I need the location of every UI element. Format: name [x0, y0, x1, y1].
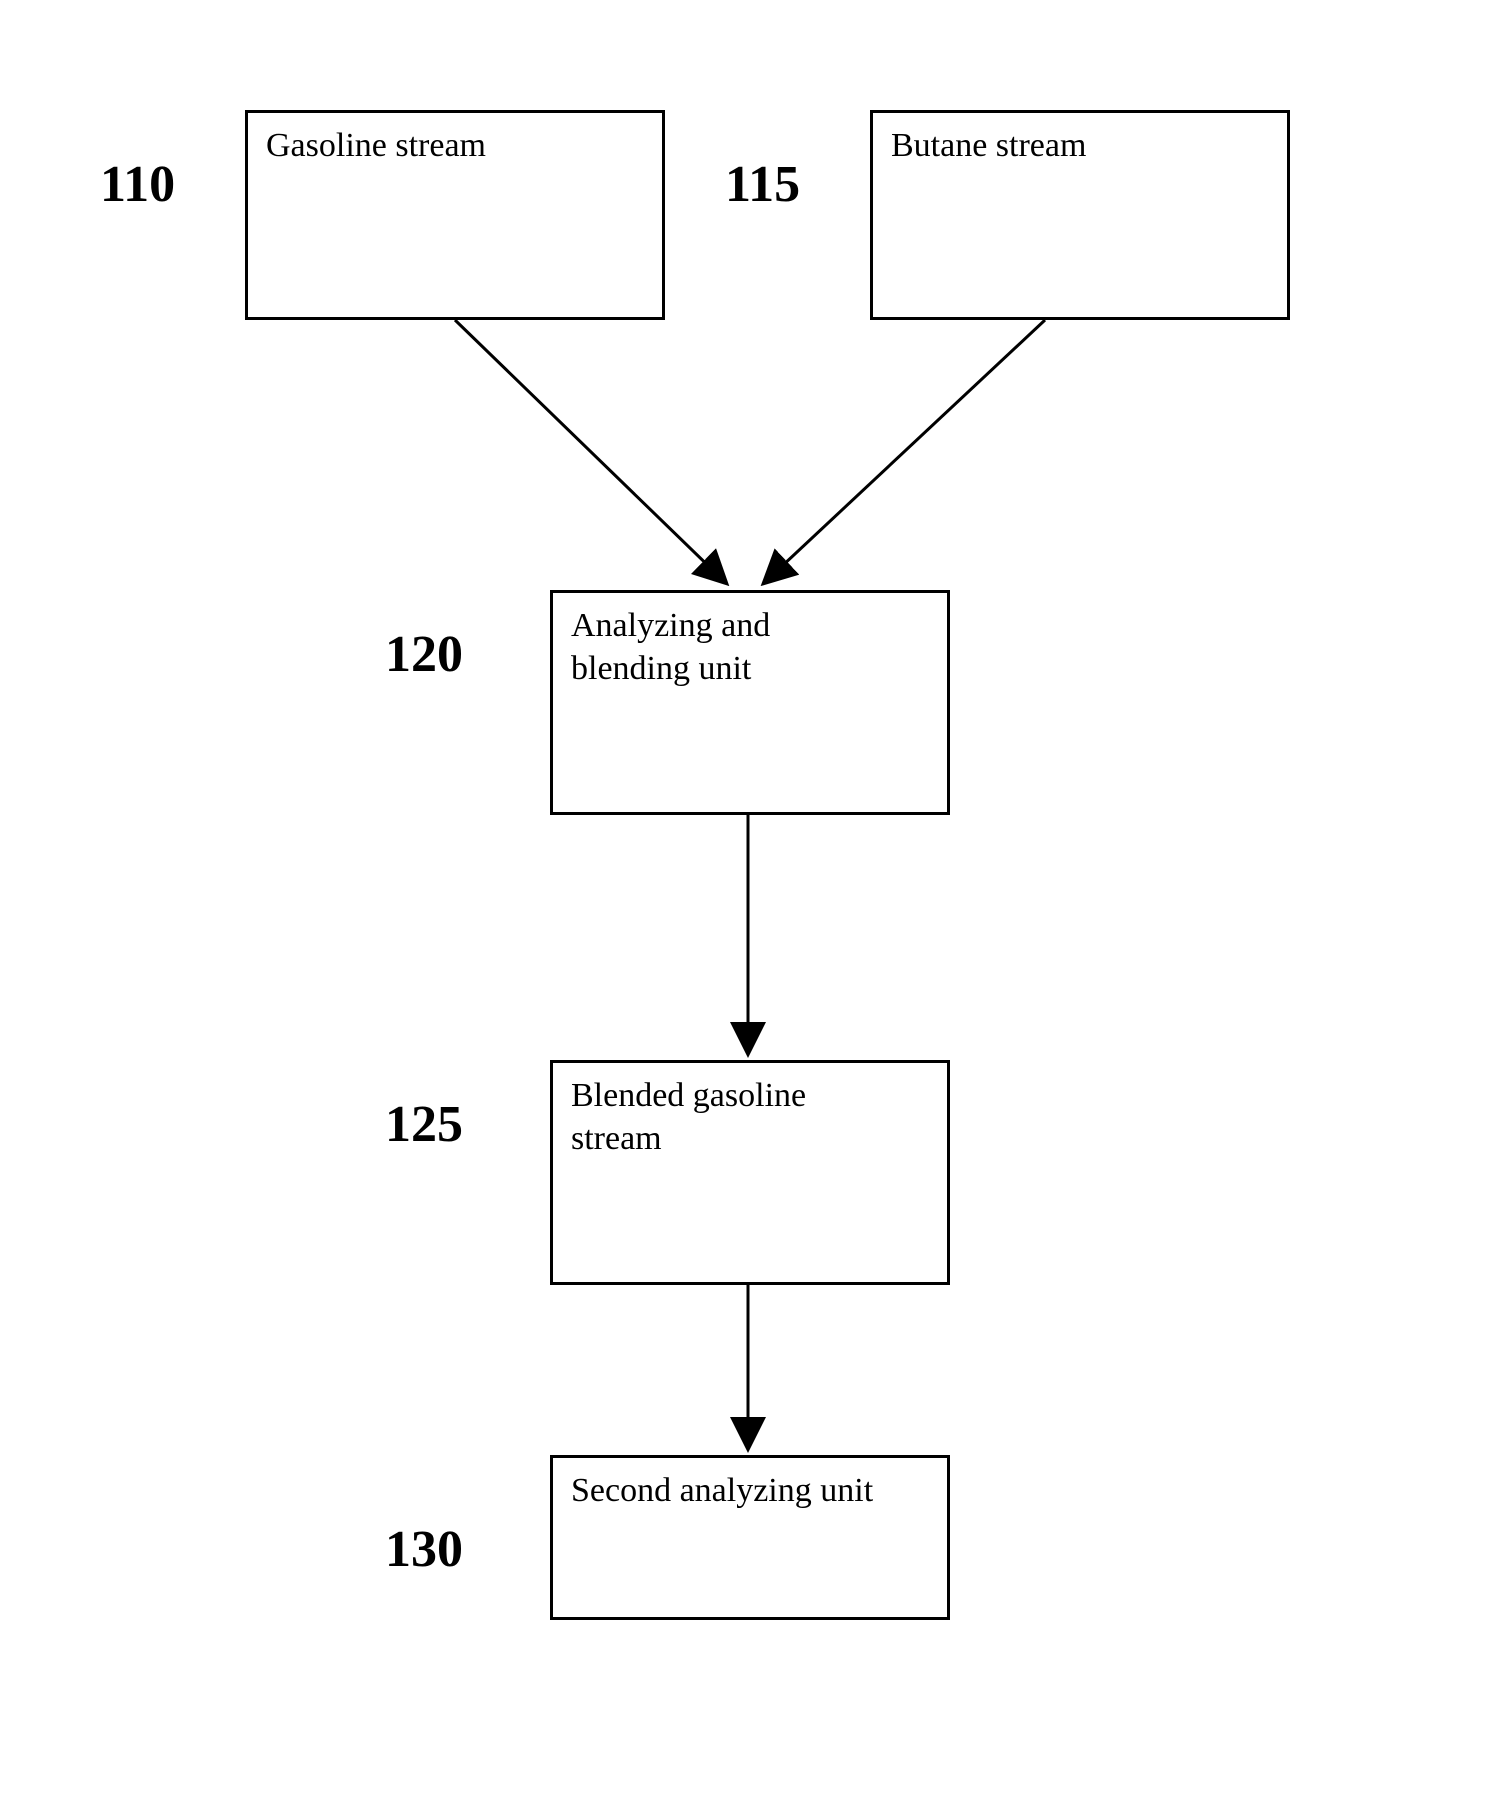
edge-arrow: [765, 320, 1045, 582]
edge-arrow: [455, 320, 725, 582]
node-gasoline-stream: Gasoline stream: [245, 110, 665, 320]
node-blended-gasoline-stream: Blended gasolinestream: [550, 1060, 950, 1285]
flowchart-canvas: 110 Gasoline stream 115 Butane stream 12…: [0, 0, 1501, 1815]
node-number-110: 110: [100, 155, 175, 214]
node-second-analyzing-unit: Second analyzing unit: [550, 1455, 950, 1620]
node-number-115: 115: [725, 155, 800, 214]
node-number-130: 130: [385, 1520, 463, 1579]
node-number-120: 120: [385, 625, 463, 684]
node-butane-stream: Butane stream: [870, 110, 1290, 320]
node-analyzing-blending-unit: Analyzing andblending unit: [550, 590, 950, 815]
node-number-125: 125: [385, 1095, 463, 1154]
